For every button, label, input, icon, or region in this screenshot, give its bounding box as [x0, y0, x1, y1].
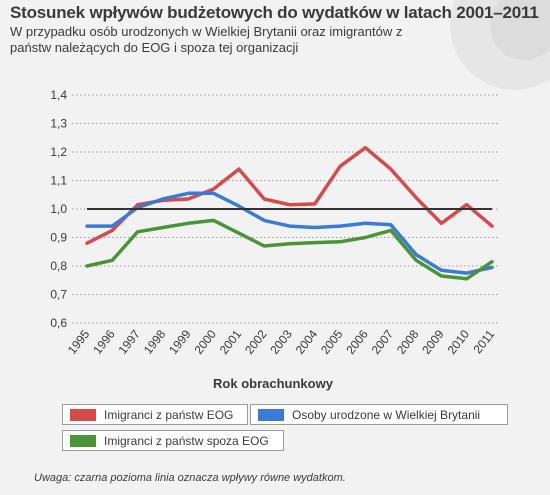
y-tick-label: 1,1: [50, 174, 67, 188]
x-tick-label: 2004: [293, 327, 321, 357]
legend-swatch: [70, 409, 96, 421]
x-tick-label: 2006: [343, 327, 371, 357]
x-tick-label: 2005: [318, 327, 346, 357]
y-tick-label: 0,6: [50, 316, 67, 330]
x-tick-label: 1997: [116, 327, 144, 357]
chart-subtitle: W przypadku osób urodzonych w Wielkiej B…: [10, 24, 403, 55]
series-line: [85, 191, 494, 275]
y-tick-label: 1,4: [50, 88, 67, 102]
legend-label: Imigranci z państw spoza EOG: [104, 434, 269, 448]
series-lines: [85, 145, 494, 281]
y-tick-label: 1,3: [50, 117, 67, 131]
series-line: [85, 218, 494, 281]
x-tick-label: 2011: [470, 327, 497, 356]
legend-swatch: [258, 409, 284, 421]
legend-label: Osoby urodzone w Wielkiej Brytanii: [292, 408, 481, 422]
x-tick-label: 2007: [369, 327, 397, 357]
y-tick-label: 0,9: [50, 231, 67, 245]
footnote: Uwaga: czarna pozioma linia oznacza wpły…: [34, 472, 346, 484]
y-tick-label: 1,0: [50, 202, 67, 216]
x-axis-label: Rok obrachunkowy: [213, 376, 334, 391]
x-tick-label: 1996: [90, 327, 118, 357]
x-tick-label: 2003: [267, 327, 295, 357]
legend-item: Imigranci z państw EOG: [62, 404, 248, 425]
x-tick-label: 1998: [141, 327, 169, 357]
y-tick-label: 0,8: [50, 259, 67, 273]
x-tick-label: 2009: [419, 327, 447, 357]
y-tick-label: 1,2: [50, 145, 67, 159]
x-tick-label: 2002: [242, 327, 270, 357]
x-tick-label: 1995: [65, 327, 93, 357]
y-tick-label: 0,7: [50, 288, 67, 302]
x-tick-label: 2008: [394, 327, 422, 357]
legend-label: Imigranci z państw EOG: [104, 408, 234, 422]
x-tick-label: 2000: [191, 327, 219, 357]
x-tick-label: 2010: [445, 327, 473, 357]
decorative-circle: [490, 0, 550, 60]
legend-item: Osoby urodzone w Wielkiej Brytanii: [250, 404, 508, 425]
x-tick-label: 1999: [166, 327, 194, 357]
legend-item: Imigranci z państw spoza EOG: [62, 430, 284, 451]
legend-swatch: [70, 435, 96, 447]
x-tick-label: 2001: [217, 327, 245, 357]
x-axis-ticks: 1995199619971998199920002001200220032004…: [65, 327, 498, 357]
chart-title: Stosunek wpływów budżetowych do wydatków…: [10, 3, 539, 22]
y-axis-ticks: 0,6 0,7 0,8 0,9 1,0 1,1 1,2 1,3 1,4: [50, 88, 67, 330]
